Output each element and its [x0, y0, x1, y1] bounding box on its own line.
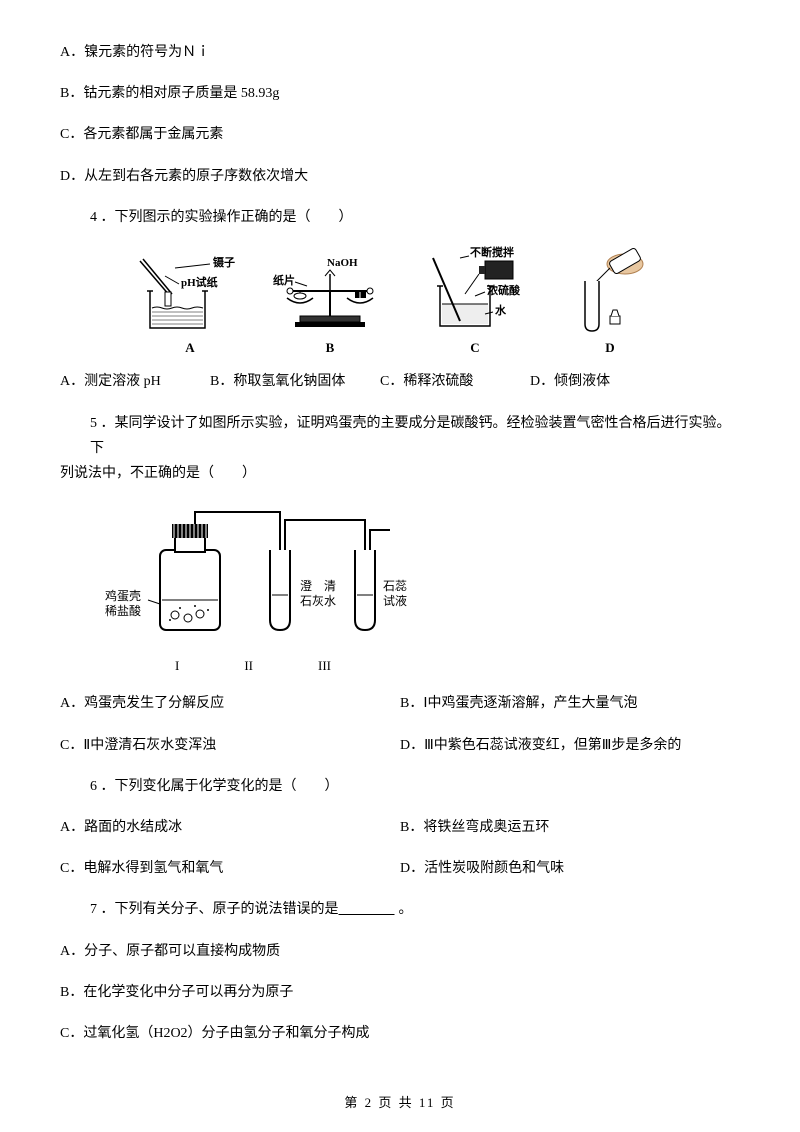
page-footer: 第 2 页 共 11 页: [0, 1091, 800, 1114]
q5-opt-d: D．Ⅲ中紫色石蕊试液变红，但第Ⅲ步是多余的: [400, 733, 681, 758]
q4-opt-d: D．倾倒液体: [530, 369, 610, 394]
q5-opt-c: C．Ⅱ中澄清石灰水变浑浊: [60, 733, 400, 758]
q5-text1: 5 ．某同学设计了如图所示实验，证明鸡蛋壳的主要成分是碳酸钙。经检验装置气密性合…: [90, 411, 740, 461]
q6-opt-b: B．将铁丝弯成奥运五环: [400, 815, 549, 840]
svg-text:石蕊: 石蕊: [383, 579, 407, 593]
q4-img-c: 不断搅拌 浓硫酸 水 C: [415, 246, 535, 359]
q6-opt-a: A．路面的水结成冰: [60, 815, 400, 840]
label-acid: 浓硫酸: [487, 283, 521, 297]
q3-opt-a: A．镍元素的符号为Ｎｉ: [60, 40, 740, 65]
q6-text: 6 ．下列变化属于化学变化的是（ ）: [90, 774, 740, 799]
label-tweezer: 镊子: [212, 256, 235, 269]
q3-opt-b: B．钴元素的相对原子质量是 58.93g: [60, 81, 740, 106]
q4-sub-d: D: [605, 336, 614, 359]
q4-opt-b: B．称取氢氧化钠固体: [210, 369, 380, 394]
svg-text:鸡蛋壳: 鸡蛋壳: [105, 588, 141, 603]
svg-text:石灰水: 石灰水: [300, 594, 336, 608]
q4-img-a: 镊子 pH试纸 A: [135, 256, 245, 359]
q7-opt-b: B．在化学变化中分子可以再分为原子: [60, 980, 740, 1005]
q4-opt-c: C．稀释浓硫酸: [380, 369, 530, 394]
label-naoh: NaOH: [327, 257, 358, 269]
q3-opt-d: D．从左到右各元素的原子序数依次增大: [60, 164, 740, 189]
q4-sub-c: C: [470, 336, 479, 359]
q5-opt-a: A．鸡蛋壳发生了分解反应: [60, 691, 400, 716]
q7-opt-a: A．分子、原子都可以直接构成物质: [60, 939, 740, 964]
svg-text:稀盐酸: 稀盐酸: [105, 603, 141, 618]
q6-opt-d: D．活性炭吸附颜色和气味: [400, 856, 564, 881]
svg-text:试液: 试液: [383, 593, 407, 608]
label-ph: pH试纸: [181, 275, 218, 289]
q5-opt-b: B．Ⅰ中鸡蛋壳逐渐溶解，产生大量气泡: [400, 691, 637, 716]
q4-images: 镊子 pH试纸 A NaOH 纸片: [60, 246, 740, 359]
q3-opt-c: C．各元素都属于金属元素: [60, 122, 740, 147]
q7-text: 7 ．下列有关分子、原子的说法错误的是 。: [90, 897, 740, 922]
q4-sub-a: A: [185, 336, 194, 359]
q5-roman-labels: I II III: [175, 654, 740, 677]
q4-text: 4 ．下列图示的实验操作正确的是（ ）: [90, 205, 740, 230]
svg-text:澄 清: 澄 清: [300, 578, 336, 593]
label-stir: 不断搅拌: [470, 246, 514, 259]
q4-sub-b: B: [326, 336, 335, 359]
q7-opt-c: C．过氧化氢（H2O2）分子由氢分子和氧分子构成: [60, 1021, 740, 1046]
q5-text2: 列说法中，不正确的是（ ）: [60, 461, 740, 486]
q6-opt-c: C．电解水得到氢气和氧气: [60, 856, 400, 881]
label-paper: 纸片: [273, 273, 295, 287]
q5-diagram: 鸡蛋壳 稀盐酸 澄 清 石灰水 石蕊 试液 I II III: [100, 500, 740, 677]
label-water: 水: [495, 303, 507, 317]
q4-options: A．测定溶液 pH B．称取氢氧化钠固体 C．稀释浓硫酸 D．倾倒液体: [60, 369, 740, 394]
q4-opt-a: A．测定溶液 pH: [60, 369, 210, 394]
q4-img-d: D: [555, 246, 665, 359]
q4-img-b: NaOH 纸片 B: [265, 256, 395, 359]
